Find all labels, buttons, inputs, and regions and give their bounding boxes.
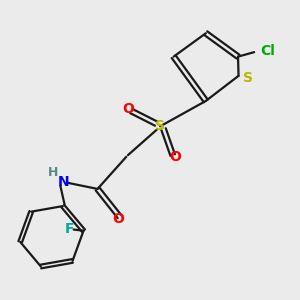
Text: N: N	[58, 175, 70, 189]
Text: S: S	[155, 119, 165, 133]
Text: Cl: Cl	[260, 44, 275, 58]
Text: O: O	[169, 150, 181, 164]
Text: O: O	[112, 212, 124, 226]
Text: H: H	[48, 166, 59, 179]
Text: S: S	[243, 70, 253, 85]
Text: F: F	[64, 222, 74, 236]
Text: O: O	[122, 102, 134, 116]
